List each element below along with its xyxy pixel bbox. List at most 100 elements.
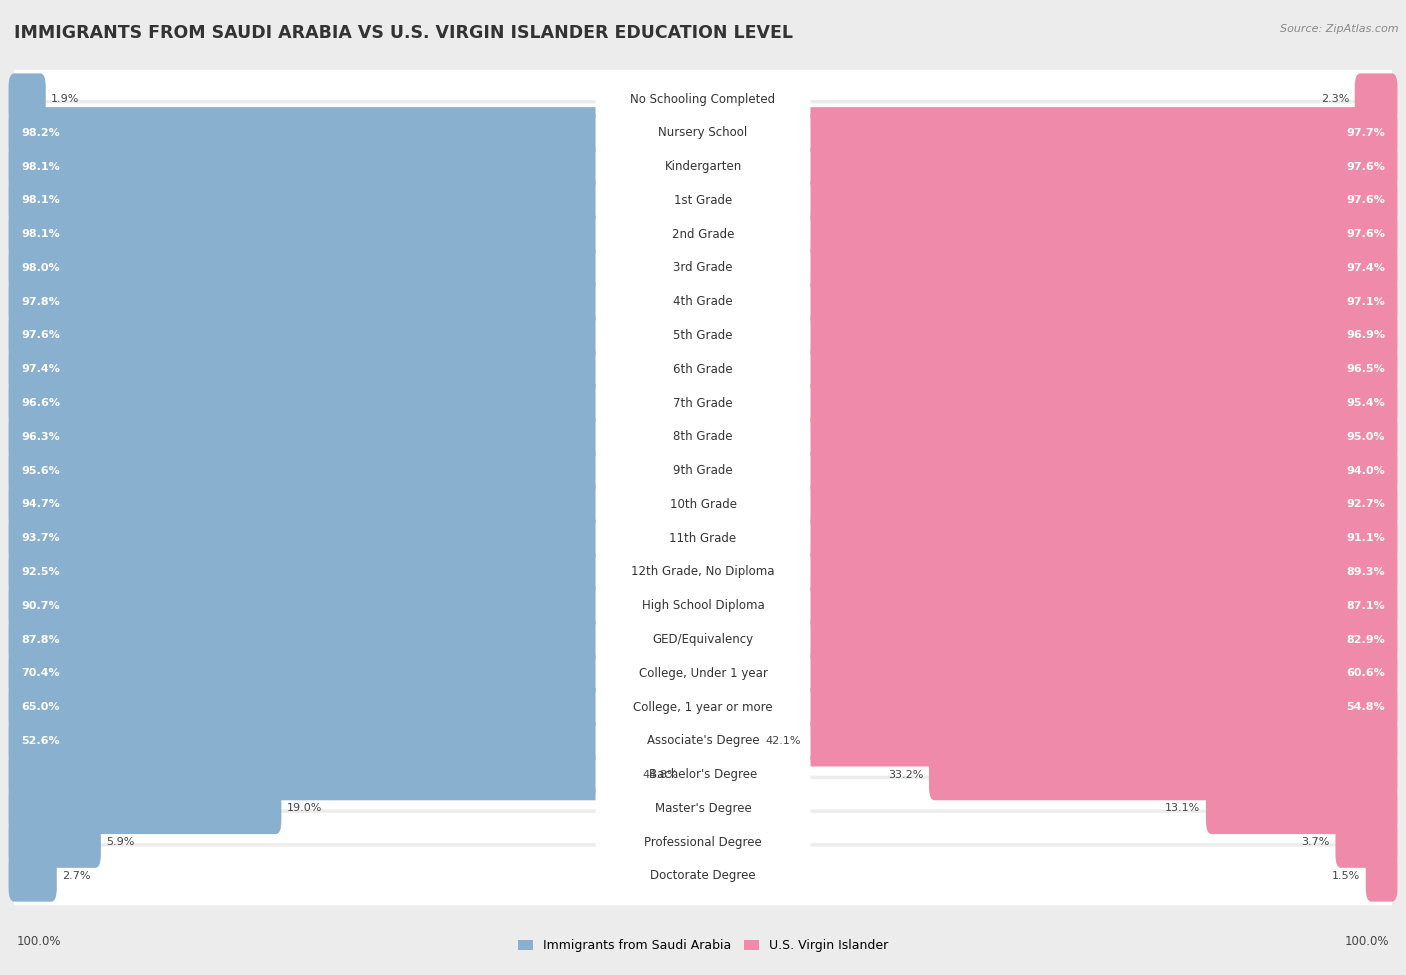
FancyBboxPatch shape <box>7 338 1399 401</box>
FancyBboxPatch shape <box>596 212 810 256</box>
FancyBboxPatch shape <box>7 473 1399 535</box>
Text: 89.3%: 89.3% <box>1347 566 1385 577</box>
FancyBboxPatch shape <box>8 580 605 632</box>
Text: 95.0%: 95.0% <box>1347 432 1385 442</box>
FancyBboxPatch shape <box>801 175 1398 226</box>
Text: 92.5%: 92.5% <box>21 566 59 577</box>
FancyBboxPatch shape <box>801 242 1398 293</box>
Text: 8th Grade: 8th Grade <box>673 430 733 444</box>
Text: 2.7%: 2.7% <box>62 871 91 881</box>
FancyBboxPatch shape <box>7 777 1399 839</box>
Text: 98.2%: 98.2% <box>21 128 59 137</box>
FancyBboxPatch shape <box>8 816 101 868</box>
Text: 11th Grade: 11th Grade <box>669 531 737 545</box>
Text: 1.5%: 1.5% <box>1331 871 1360 881</box>
Text: 7th Grade: 7th Grade <box>673 397 733 410</box>
Text: No Schooling Completed: No Schooling Completed <box>630 93 776 105</box>
Text: 9th Grade: 9th Grade <box>673 464 733 477</box>
Text: 97.8%: 97.8% <box>21 296 59 307</box>
Text: 97.6%: 97.6% <box>21 331 60 340</box>
FancyBboxPatch shape <box>8 647 605 699</box>
FancyBboxPatch shape <box>596 854 810 898</box>
Text: 97.4%: 97.4% <box>1346 263 1385 273</box>
Text: 3rd Grade: 3rd Grade <box>673 261 733 274</box>
FancyBboxPatch shape <box>8 783 281 834</box>
Text: 98.0%: 98.0% <box>21 263 59 273</box>
FancyBboxPatch shape <box>801 580 1398 632</box>
Text: Source: ZipAtlas.com: Source: ZipAtlas.com <box>1281 24 1399 34</box>
Text: GED/Equivalency: GED/Equivalency <box>652 633 754 646</box>
FancyBboxPatch shape <box>801 614 1398 665</box>
Text: 94.7%: 94.7% <box>21 499 60 509</box>
Text: 87.8%: 87.8% <box>21 635 59 644</box>
Text: 12th Grade, No Diploma: 12th Grade, No Diploma <box>631 566 775 578</box>
Text: 97.6%: 97.6% <box>1346 229 1385 239</box>
FancyBboxPatch shape <box>596 753 810 797</box>
FancyBboxPatch shape <box>596 144 810 189</box>
FancyBboxPatch shape <box>8 310 605 361</box>
Text: High School Diploma: High School Diploma <box>641 600 765 612</box>
FancyBboxPatch shape <box>596 347 810 392</box>
FancyBboxPatch shape <box>7 845 1399 907</box>
FancyBboxPatch shape <box>596 246 810 291</box>
Text: 65.0%: 65.0% <box>21 702 59 712</box>
Text: 98.1%: 98.1% <box>21 195 59 206</box>
FancyBboxPatch shape <box>596 786 810 831</box>
FancyBboxPatch shape <box>596 651 810 695</box>
Text: 95.4%: 95.4% <box>1347 398 1385 409</box>
FancyBboxPatch shape <box>801 107 1398 159</box>
Text: 97.4%: 97.4% <box>21 365 60 374</box>
FancyBboxPatch shape <box>596 820 810 865</box>
FancyBboxPatch shape <box>8 209 605 259</box>
FancyBboxPatch shape <box>7 574 1399 637</box>
FancyBboxPatch shape <box>1206 783 1398 834</box>
Text: 52.6%: 52.6% <box>21 736 59 746</box>
FancyBboxPatch shape <box>801 682 1398 733</box>
FancyBboxPatch shape <box>7 203 1399 265</box>
FancyBboxPatch shape <box>7 68 1399 130</box>
FancyBboxPatch shape <box>7 811 1399 874</box>
FancyBboxPatch shape <box>8 175 605 226</box>
Text: College, Under 1 year: College, Under 1 year <box>638 667 768 680</box>
FancyBboxPatch shape <box>801 546 1398 598</box>
Text: 1st Grade: 1st Grade <box>673 194 733 207</box>
Text: Master's Degree: Master's Degree <box>655 801 751 815</box>
FancyBboxPatch shape <box>1336 816 1398 868</box>
FancyBboxPatch shape <box>1355 73 1398 125</box>
FancyBboxPatch shape <box>8 850 56 902</box>
FancyBboxPatch shape <box>7 304 1399 367</box>
FancyBboxPatch shape <box>801 343 1398 395</box>
FancyBboxPatch shape <box>801 647 1398 699</box>
Text: Nursery School: Nursery School <box>658 127 748 139</box>
Text: 5th Grade: 5th Grade <box>673 329 733 342</box>
FancyBboxPatch shape <box>8 682 605 733</box>
Text: 96.3%: 96.3% <box>21 432 59 442</box>
FancyBboxPatch shape <box>8 749 605 800</box>
FancyBboxPatch shape <box>807 716 1398 766</box>
FancyBboxPatch shape <box>8 141 605 192</box>
Text: 97.1%: 97.1% <box>1347 296 1385 307</box>
Text: Kindergarten: Kindergarten <box>665 160 741 174</box>
FancyBboxPatch shape <box>7 101 1399 164</box>
FancyBboxPatch shape <box>596 414 810 459</box>
Text: 2nd Grade: 2nd Grade <box>672 227 734 241</box>
FancyBboxPatch shape <box>7 507 1399 569</box>
Text: Bachelor's Degree: Bachelor's Degree <box>650 768 756 781</box>
Text: 60.6%: 60.6% <box>1347 668 1385 679</box>
FancyBboxPatch shape <box>7 440 1399 502</box>
FancyBboxPatch shape <box>8 716 605 766</box>
FancyBboxPatch shape <box>8 614 605 665</box>
FancyBboxPatch shape <box>8 276 605 328</box>
FancyBboxPatch shape <box>801 209 1398 259</box>
FancyBboxPatch shape <box>596 719 810 763</box>
Text: 90.7%: 90.7% <box>21 601 59 610</box>
Text: Doctorate Degree: Doctorate Degree <box>650 870 756 882</box>
Text: 97.6%: 97.6% <box>1346 162 1385 172</box>
FancyBboxPatch shape <box>7 541 1399 603</box>
Text: 96.9%: 96.9% <box>1346 331 1385 340</box>
Text: 98.1%: 98.1% <box>21 229 59 239</box>
Text: 97.6%: 97.6% <box>1346 195 1385 206</box>
FancyBboxPatch shape <box>7 676 1399 738</box>
FancyBboxPatch shape <box>801 513 1398 564</box>
Text: 97.7%: 97.7% <box>1347 128 1385 137</box>
